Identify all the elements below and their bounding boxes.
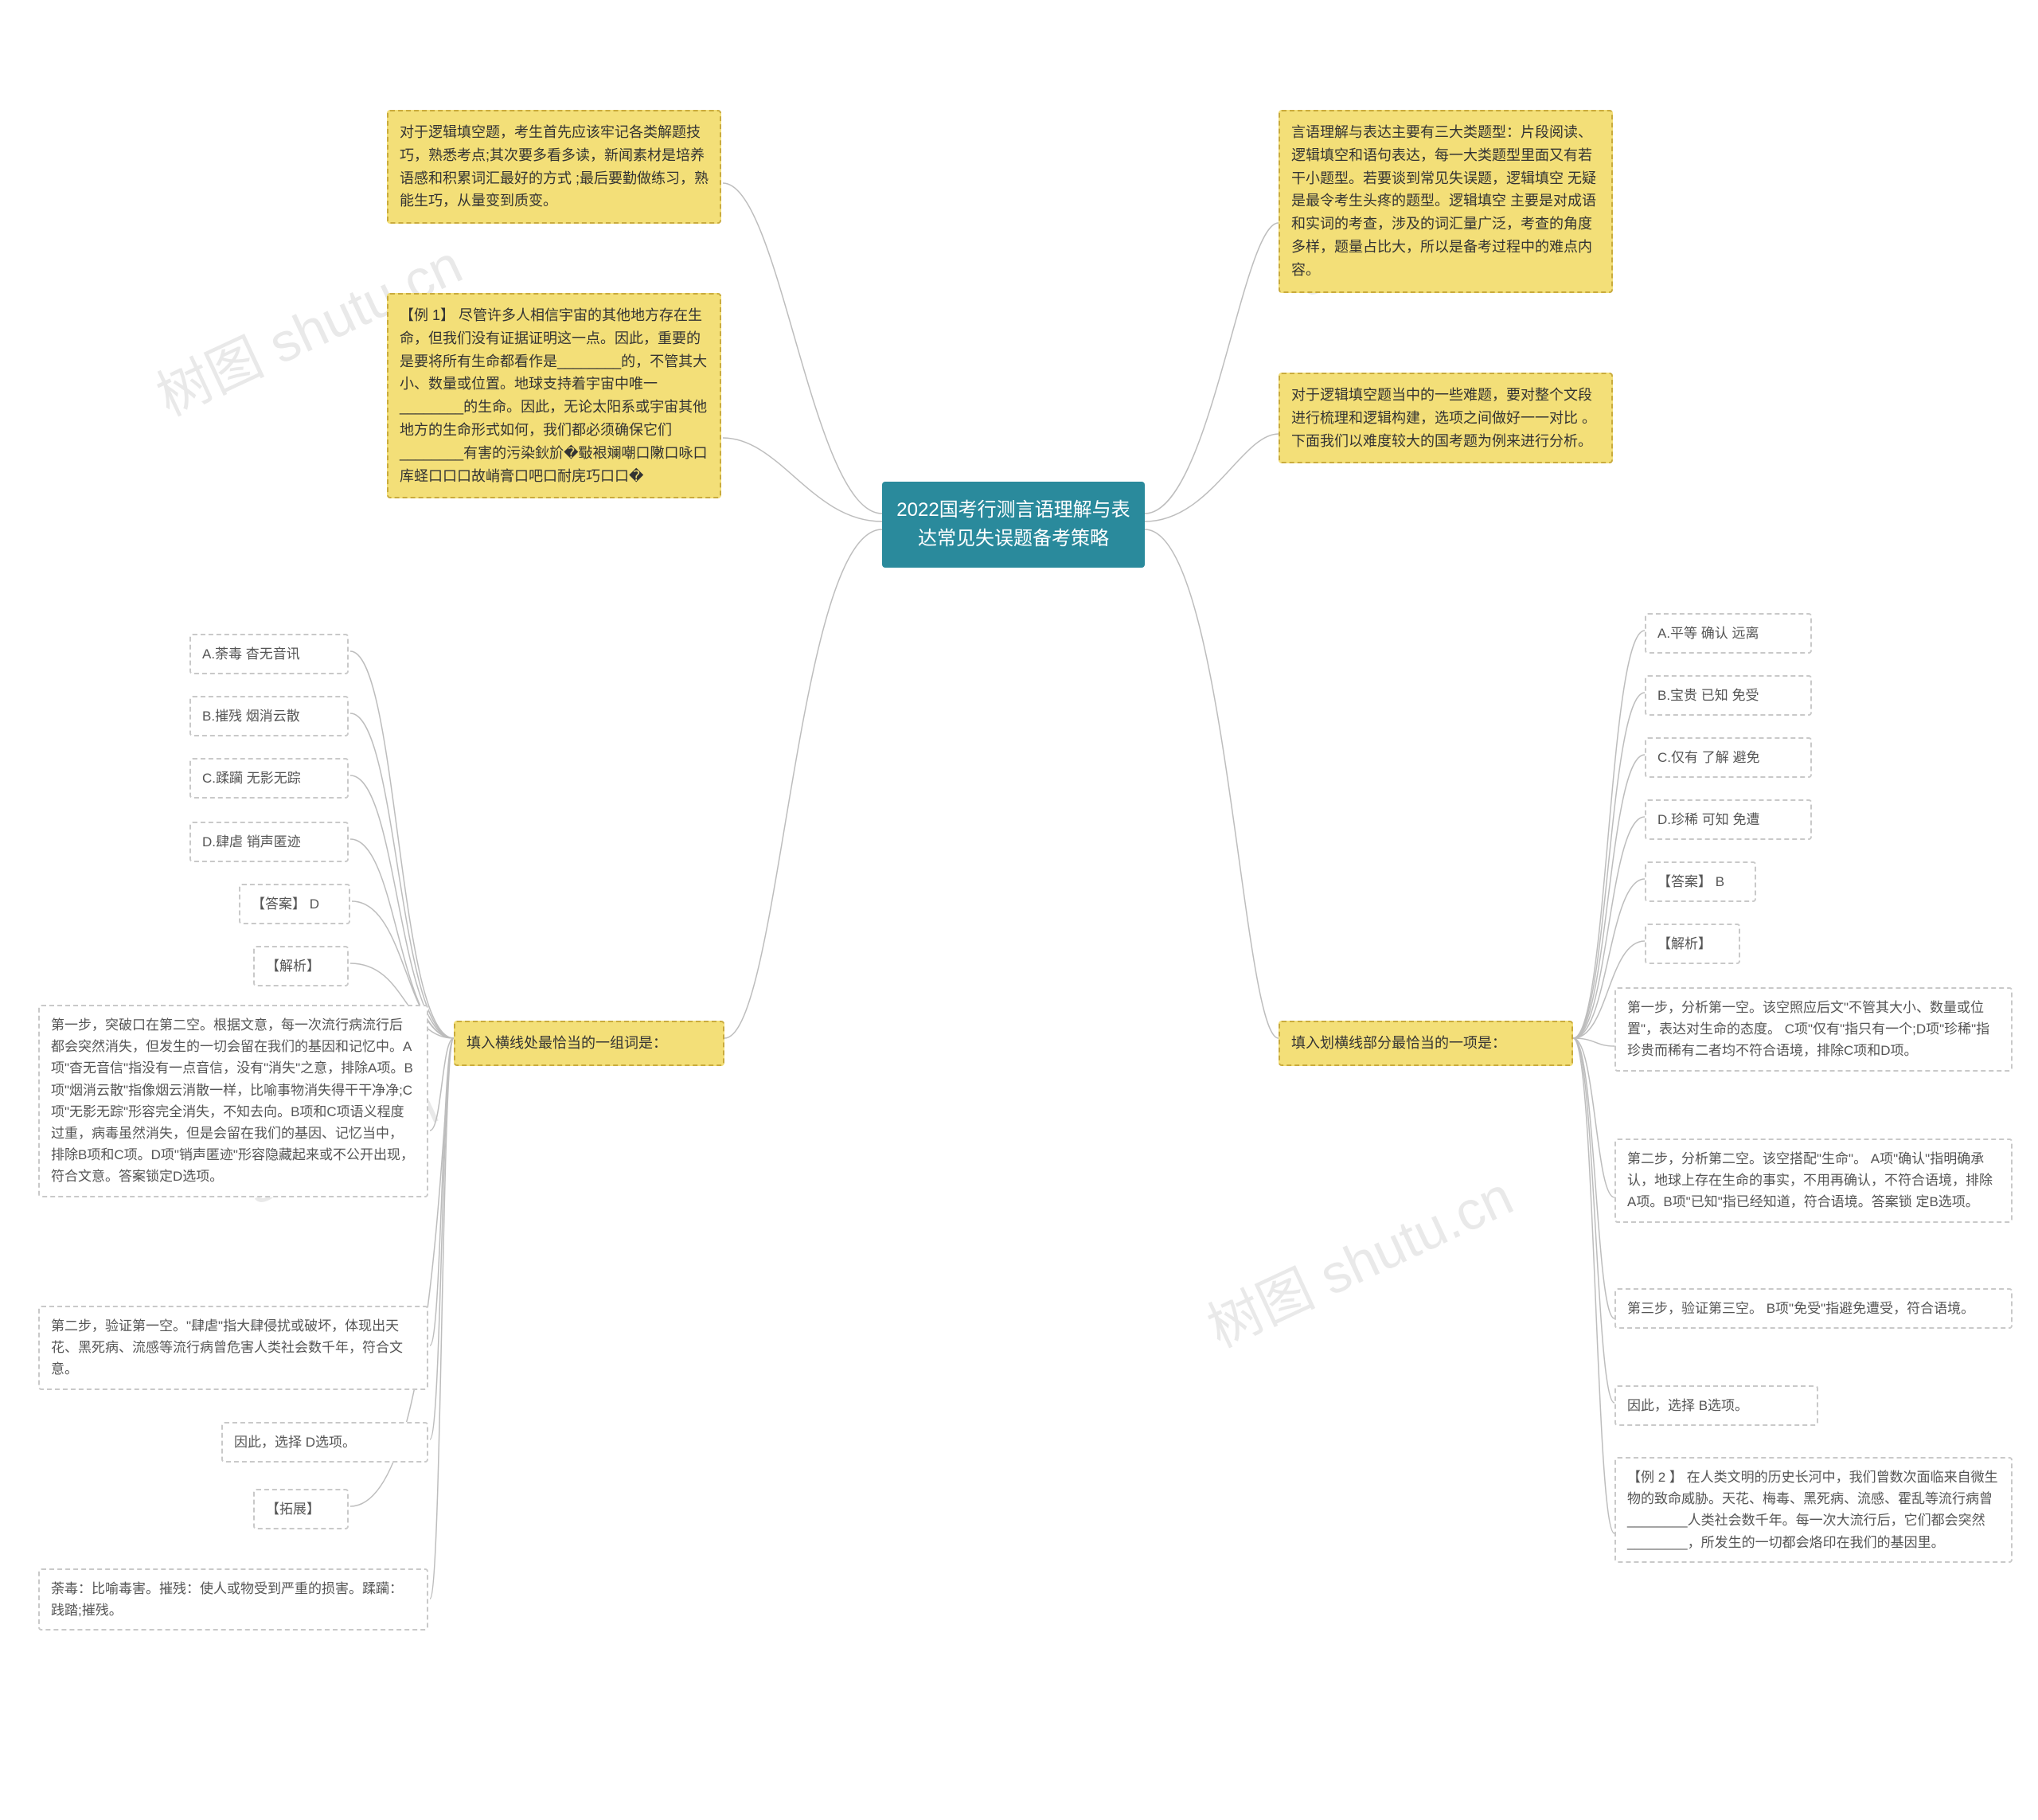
right-option-d[interactable]: D.珍稀 可知 免遭 bbox=[1645, 799, 1812, 840]
left-analysis-step2[interactable]: 第二步，验证第一空。"肆虐"指大肆侵扰或破坏，体现出天花、黑死病、流感等流行病曾… bbox=[38, 1306, 428, 1390]
right-summary-1[interactable]: 言语理解与表达主要有三大类题型：片段阅读、逻辑填空和语句表达，每一大类题型里面又… bbox=[1279, 110, 1613, 293]
left-extension-text[interactable]: 荼毒：比喻毒害。摧残：使人或物受到严重的损害。蹂躏：践踏;摧残。 bbox=[38, 1568, 428, 1631]
right-analysis-step1[interactable]: 第一步，分析第一空。该空照应后文"不管其大小、数量或位置"，表达对生命的态度。 … bbox=[1614, 987, 2013, 1072]
left-analysis-step1[interactable]: 第一步，突破口在第二空。根据文意，每一次流行病流行后都会突然消失，但发生的一切会… bbox=[38, 1005, 428, 1197]
right-option-b[interactable]: B.宝贵 已知 免受 bbox=[1645, 675, 1812, 716]
right-analysis-step3[interactable]: 第三步，验证第三空。 B项"免受"指避免遭受，符合语境。 bbox=[1614, 1288, 2013, 1329]
left-option-a[interactable]: A.荼毒 杳无音讯 bbox=[189, 634, 349, 674]
left-option-b[interactable]: B.摧残 烟消云散 bbox=[189, 696, 349, 736]
right-analysis-step2[interactable]: 第二步，分析第二空。该空搭配"生命"。 A项"确认"指明确承认，地球上存在生命的… bbox=[1614, 1138, 2013, 1223]
right-summary-2[interactable]: 对于逻辑填空题当中的一些难题，要对整个文段进行梳理和逻辑构建，选项之间做好一一对… bbox=[1279, 373, 1613, 463]
left-analysis-label[interactable]: 【解析】 bbox=[253, 946, 349, 986]
left-answer[interactable]: 【答案】 D bbox=[239, 884, 350, 924]
left-option-c[interactable]: C.蹂躏 无影无踪 bbox=[189, 758, 349, 799]
watermark: 树图 shutu.cn bbox=[1193, 1153, 1523, 1363]
left-option-d[interactable]: D.肆虐 销声匿迹 bbox=[189, 822, 349, 862]
central-topic[interactable]: 2022国考行测言语理解与表达常见失误题备考策略 bbox=[882, 482, 1145, 568]
right-example-2[interactable]: 【例 2 】 在人类文明的历史长河中，我们曾数次面临来自微生物的致命威胁。天花、… bbox=[1614, 1457, 2013, 1563]
left-conclusion[interactable]: 因此，选择 D选项。 bbox=[221, 1422, 428, 1463]
left-summary-1[interactable]: 对于逻辑填空题，考生首先应该牢记各类解题技巧，熟悉考点;其次要多看多读，新闻素材… bbox=[387, 110, 721, 224]
left-extension-label[interactable]: 【拓展】 bbox=[253, 1489, 349, 1529]
left-example-1[interactable]: 【例 1】 尽管许多人相信宇宙的其他地方存在生命，但我们没有证据证明这一点。因此… bbox=[387, 293, 721, 498]
right-analysis-label[interactable]: 【解析】 bbox=[1645, 924, 1740, 964]
right-option-c[interactable]: C.仅有 了解 避免 bbox=[1645, 737, 1812, 778]
right-conclusion[interactable]: 因此，选择 B选项。 bbox=[1614, 1385, 1818, 1426]
right-branch-label[interactable]: 填入划横线部分最恰当的一项是： bbox=[1279, 1021, 1573, 1066]
left-branch-label[interactable]: 填入横线处最恰当的一组词是： bbox=[454, 1021, 724, 1066]
right-answer[interactable]: 【答案】 B bbox=[1645, 861, 1756, 902]
right-option-a[interactable]: A.平等 确认 远离 bbox=[1645, 613, 1812, 654]
